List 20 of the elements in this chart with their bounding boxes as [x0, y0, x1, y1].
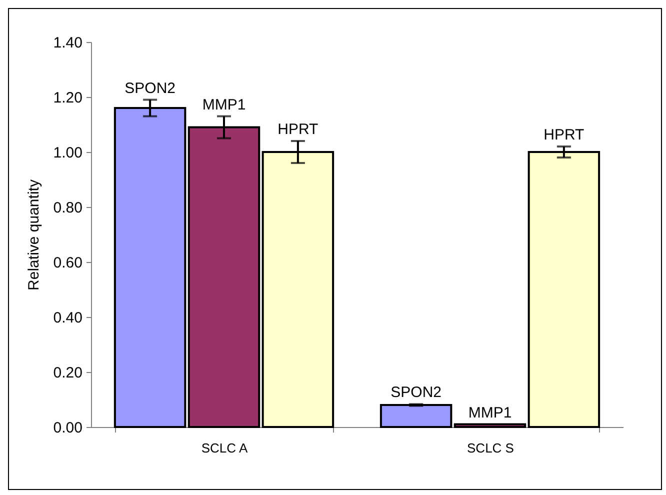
y-tick-label: 0.40 [53, 310, 82, 326]
series-label: HPRT [544, 126, 584, 144]
y-tick-label: 1.40 [53, 34, 82, 52]
x-tick-label: SCLC A [201, 440, 248, 456]
bar [454, 423, 526, 428]
series-label: MMP1 [468, 404, 512, 422]
text: HPRT [278, 121, 318, 138]
y-axis-title: Relative quantity [25, 179, 42, 290]
y-tick-label: 1.00 [53, 144, 82, 162]
x-tick-label: SCLC S [467, 440, 514, 456]
bar [380, 404, 452, 428]
bar [528, 151, 600, 428]
text: SPON2 [124, 80, 176, 97]
y-tick-label: 0.00 [53, 420, 82, 436]
y-tick-label: 1.20 [53, 90, 82, 106]
y-tick-label: 0.80 [53, 200, 82, 216]
text: MMP1 [202, 96, 246, 114]
series-label: SPON2 [390, 384, 442, 402]
y-tick-label: 0.60 [53, 254, 82, 272]
y-tick-label: 0.20 [53, 364, 82, 382]
